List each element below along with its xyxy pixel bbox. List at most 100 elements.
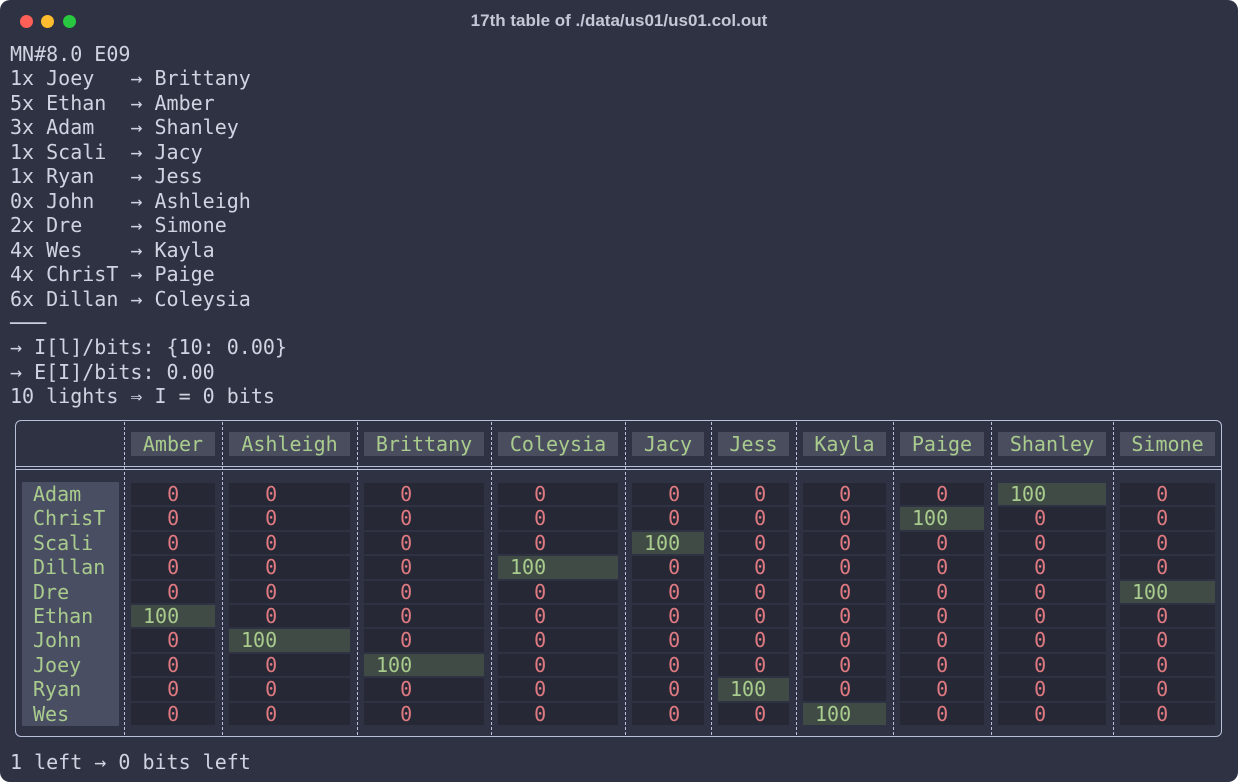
- cell: 100: [1010, 482, 1047, 506]
- cell-bg: [803, 702, 886, 725]
- cell-bg: [1120, 580, 1215, 603]
- cell: 0: [534, 604, 547, 628]
- cell: 0: [936, 555, 949, 580]
- cell-bg: [229, 507, 350, 530]
- output-line: 4x ChrisT → Paige: [10, 262, 215, 287]
- cell: 0: [265, 604, 278, 628]
- cell: 100: [912, 506, 949, 531]
- cell-bg: [364, 483, 484, 506]
- column-divider: [124, 422, 125, 735]
- column-header: Paige: [900, 432, 984, 456]
- minimize-button[interactable]: [41, 15, 54, 28]
- cell-bg: [131, 580, 215, 603]
- cell-bg: [718, 580, 789, 603]
- cell-bg: [632, 483, 704, 506]
- cell-bg: [364, 629, 484, 652]
- cell: 0: [1034, 506, 1047, 531]
- cell: 100: [376, 652, 413, 677]
- cell: 0: [839, 482, 852, 506]
- column-divider: [1113, 422, 1114, 735]
- cell-bg: [498, 629, 618, 652]
- cell-bg: [998, 556, 1106, 579]
- column-header: Shanley: [998, 432, 1106, 456]
- cell: 0: [1156, 506, 1169, 531]
- cell: 0: [1156, 482, 1169, 506]
- cell-bg: [718, 556, 789, 579]
- cell-bg: [498, 653, 618, 677]
- cell: 0: [754, 530, 767, 555]
- cell-bg: [900, 531, 984, 555]
- output-line: 1x Ryan → Jess: [10, 164, 203, 189]
- row-header: Ethan: [33, 604, 94, 628]
- cell: 0: [754, 701, 767, 726]
- row-header: Dillan: [33, 555, 106, 580]
- cell: 0: [754, 628, 767, 653]
- cell: 0: [936, 604, 949, 628]
- cell-bg: [900, 605, 984, 628]
- cell-bg: [803, 605, 886, 628]
- cell-bg: [803, 483, 886, 506]
- cell: 0: [754, 604, 767, 628]
- cell-bg: [498, 507, 618, 530]
- output-line: ───: [10, 310, 47, 335]
- cell: 0: [1156, 652, 1169, 677]
- cell: 0: [400, 555, 413, 580]
- cell: 0: [839, 530, 852, 555]
- output-line: 3x Adam → Shanley: [10, 115, 239, 140]
- cell-bg: [803, 531, 886, 555]
- column-header: Ashleigh: [229, 432, 350, 456]
- cell-bg: [718, 483, 789, 506]
- output-line: 1x Joey → Brittany: [10, 66, 251, 91]
- cell-bg: [364, 653, 484, 677]
- cell: 0: [668, 628, 681, 653]
- output-line: 2x Dre → Simone: [10, 213, 227, 238]
- cell: 100: [730, 677, 767, 702]
- cell: 0: [534, 579, 547, 604]
- cell-bg: [718, 678, 789, 701]
- cell: 0: [839, 604, 852, 628]
- cell-bg: [229, 531, 350, 555]
- cell: 0: [668, 506, 681, 531]
- output-line: MN#8.0 E09: [10, 42, 131, 66]
- cell-bg: [900, 483, 984, 506]
- output-line: 10 lights ⇒ I = 0 bits: [10, 384, 275, 409]
- cell: 0: [534, 482, 547, 506]
- cell: 0: [534, 506, 547, 531]
- cell: 0: [265, 555, 278, 580]
- cell: 0: [839, 652, 852, 677]
- cell: 0: [400, 701, 413, 726]
- footer: 1 left → 0 bits left: [10, 750, 251, 774]
- cell-bg: [131, 605, 215, 628]
- cell-bg: [632, 556, 704, 579]
- output-line: 1x Scali → Jacy: [10, 139, 203, 164]
- cell: 0: [167, 530, 180, 555]
- cell-bg: [900, 629, 984, 652]
- cell: 0: [400, 530, 413, 555]
- row-header: Scali: [33, 530, 94, 555]
- cell-bg: [131, 556, 215, 579]
- cell: 0: [839, 506, 852, 531]
- cell-bg: [718, 629, 789, 652]
- cell-bg: [632, 653, 704, 677]
- cell-bg: [632, 507, 704, 530]
- cell: 0: [936, 677, 949, 702]
- zoom-button[interactable]: [63, 15, 76, 28]
- column-divider: [491, 422, 492, 735]
- cell-bg: [364, 605, 484, 628]
- cell-bg: [632, 629, 704, 652]
- close-button[interactable]: [20, 15, 33, 28]
- cell: 100: [644, 530, 681, 555]
- cell-bg: [229, 556, 350, 579]
- cell: 0: [1034, 604, 1047, 628]
- cell: 0: [1156, 530, 1169, 555]
- column-header: Jacy: [632, 432, 704, 456]
- cell: 0: [1034, 677, 1047, 702]
- cell: 0: [668, 579, 681, 604]
- cell: 0: [167, 579, 180, 604]
- cell-bg: [131, 702, 215, 725]
- cell-bg: [229, 580, 350, 603]
- cell-bg: [803, 556, 886, 579]
- cell-bg: [900, 580, 984, 603]
- cell: 0: [265, 530, 278, 555]
- cell: 0: [167, 701, 180, 726]
